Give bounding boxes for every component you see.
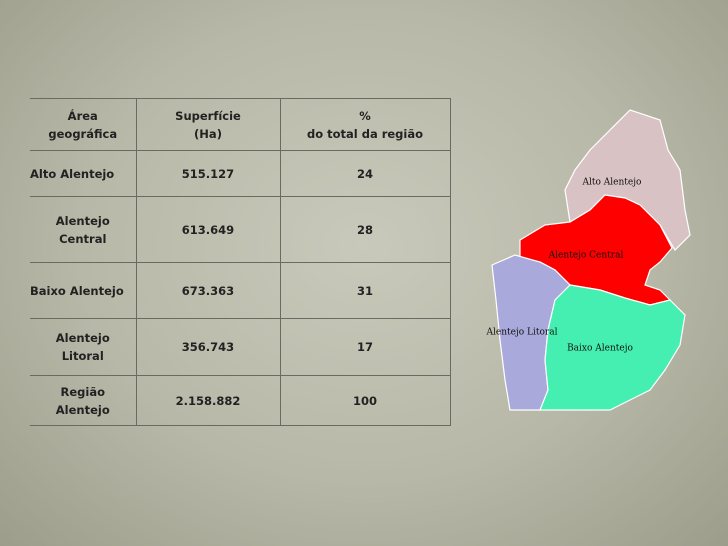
table-row: Alentejo Central 613.649 28 [30, 196, 451, 263]
cell-text: Central [59, 231, 107, 246]
table-cell: 673.363 [136, 262, 281, 319]
table-cell: 17 [280, 318, 451, 376]
cell-text: 515.127 [181, 166, 235, 181]
cell-text: Região [60, 384, 106, 399]
table-cell: 31 [280, 262, 451, 319]
table-cell: Alentejo Litoral [30, 318, 137, 376]
table-cell: Alto Alentejo [30, 150, 137, 197]
cell-text: 613.649 [181, 222, 235, 237]
cell-text: Litoral [61, 349, 104, 363]
cell-text: Alentejo [55, 213, 110, 228]
cell-text: Superfície [175, 108, 241, 123]
map-label: Alto Alentejo [582, 178, 642, 188]
table-cell: 2.158.882 [136, 375, 281, 426]
map-label: Baixo Alentejo [567, 344, 633, 354]
cell-text: Alentejo [55, 402, 110, 417]
cell-text: 100 [352, 393, 377, 408]
table-row: Região Alentejo 2.158.882 100 [30, 375, 451, 426]
cell-text: geográfica [48, 126, 118, 141]
cell-text: 31 [356, 283, 373, 298]
table-cell: Alentejo Central [30, 196, 137, 263]
data-table: Área geográfica Superfície (Ha)% do total da… [30, 98, 451, 426]
table-row: Alentejo Litoral 356.743 17 [30, 318, 451, 376]
table-row: Alto Alentejo 515.127 24 [30, 150, 451, 197]
table-cell: 28 [280, 196, 451, 263]
cell-text: 28 [356, 222, 373, 237]
header-cell: Área geográfica [30, 98, 137, 151]
cell-text: 17 [356, 340, 373, 354]
cell-text: 2.158.882 [175, 393, 241, 408]
cell-text: Alentejo [55, 331, 110, 345]
table-cell: Região Alentejo [30, 375, 137, 426]
table-cell: 613.649 [136, 196, 281, 263]
region-baixo-alentejo [539, 284, 686, 411]
header-cell: % do total da região [280, 98, 451, 151]
map-label: Alentejo Central [548, 251, 624, 261]
table-cell: 100 [280, 375, 451, 426]
cell-text: 24 [356, 166, 373, 181]
cell-text: 673.363 [181, 283, 235, 298]
header-row: Área geográfica Superfície (Ha)% do total da… [30, 98, 451, 151]
cell-text: Área [67, 108, 98, 123]
cell-text: Alto Alentejo [30, 166, 115, 181]
table-cell: 356.743 [136, 318, 281, 376]
table-cell: 24 [280, 150, 451, 197]
cell-text: % [359, 108, 371, 123]
header-cell: Superfície (Ha) [136, 98, 281, 151]
cell-text: (Ha) [194, 126, 222, 141]
cell-text: 356.743 [181, 340, 235, 354]
cell-text: do total da região [306, 126, 424, 141]
table-cell: 515.127 [136, 150, 281, 197]
map-label: Alentejo Litoral [486, 328, 558, 338]
cell-text: Baixo Alentejo [30, 283, 124, 298]
table-row: Baixo Alentejo 673.363 31 [30, 262, 451, 319]
table-cell: Baixo Alentejo [30, 262, 137, 319]
